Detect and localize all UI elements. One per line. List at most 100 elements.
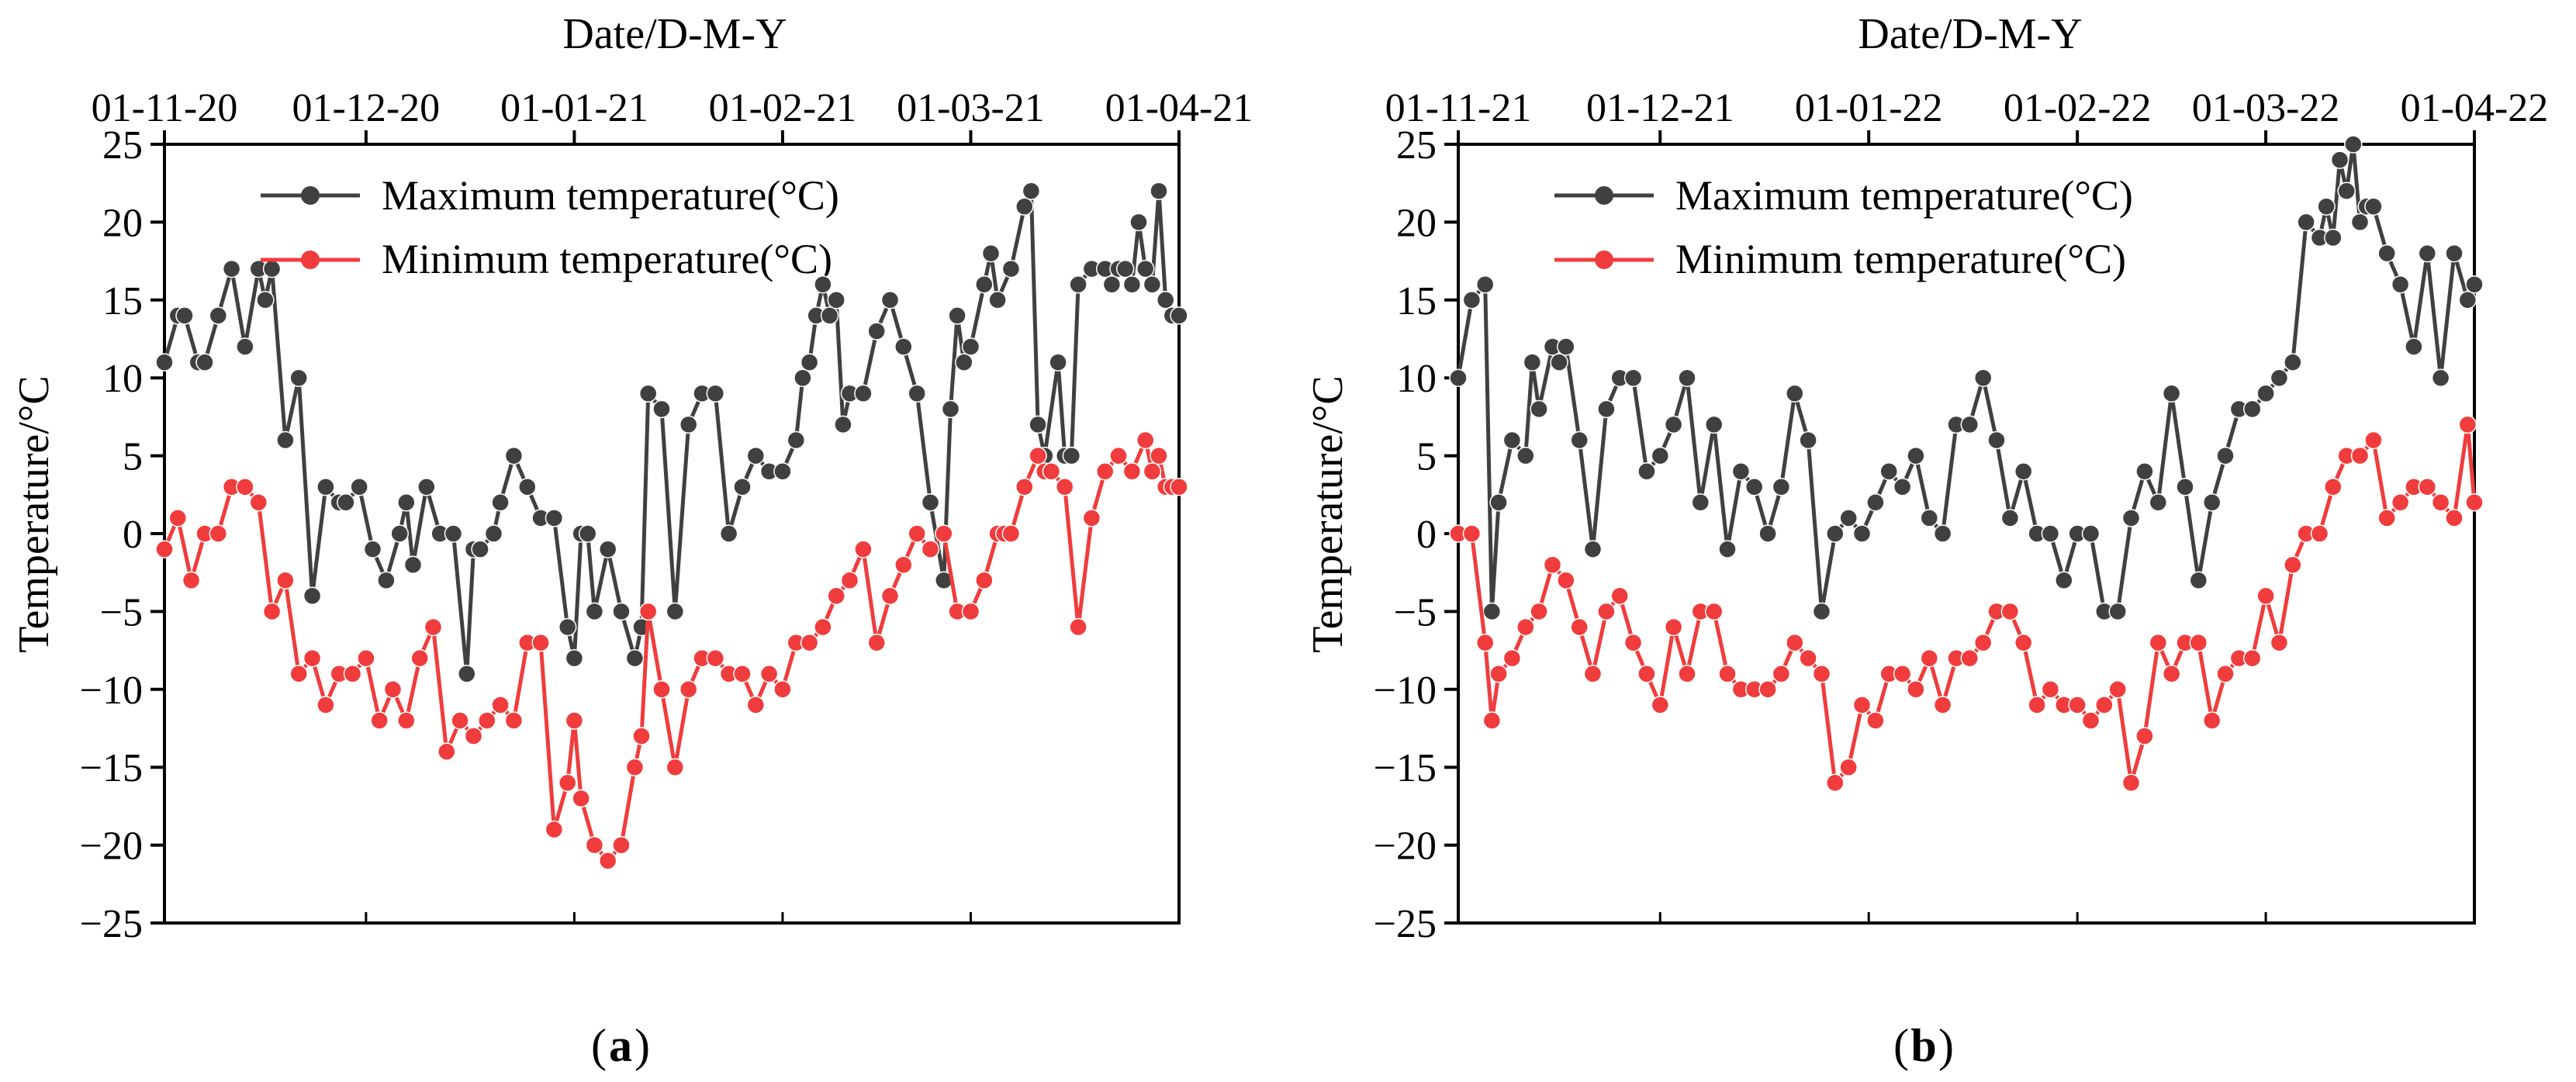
panel-b-min-point [2068,696,2087,714]
panel-b-y-tick-label: 0 [1416,513,1437,557]
panel-b-max-point [2317,197,2336,216]
panel-a-max-point [417,478,436,496]
panel-b-max-point [2189,571,2208,589]
panel-a-max-point [1062,446,1081,465]
panel-b-min-point [2041,680,2060,699]
panel-a-min-point [1015,478,1034,496]
panel-a-max-point [350,478,368,496]
panel-b-max-point [1623,368,1643,387]
panel-b-legend-min-label: Minimum temperature(°C) [1675,236,2126,282]
panel-b-top-xlabel: Date/D-M-Y [1858,10,2082,58]
panel-b-min-point [1516,617,1535,637]
panel-b-min-point [1489,664,1508,683]
panel-b-min-point [1907,680,1925,699]
panel-a-max-point [484,524,503,543]
panel-a-max-point [880,291,900,309]
panel-a-min-point [383,680,403,699]
panel-a-min-point [814,617,832,637]
panel-a-min-point [370,711,389,730]
panel-b-min-point [2108,680,2127,699]
panel-b-x-tick-label: 01-03-22 [2192,86,2340,130]
panel-a-min-point [975,571,994,589]
panel-b-max-point [2330,150,2350,169]
panel-b-max-point [2405,337,2423,356]
panel-a-min-point [262,602,282,621]
panel-a-min-point [464,727,483,745]
panel-a-min-point [182,571,201,589]
panel-a-min-point [1122,461,1142,481]
panel-a-max-point [773,461,792,481]
panel-a-max-point [820,306,839,325]
panel-a-y-tick-label: 25 [102,123,143,168]
panel-a-min-point [854,540,873,558]
panel-b-min-point [1866,711,1885,730]
panel-a-min-point [706,648,725,668]
panel-a-max-point [1069,275,1087,294]
panel-b-max-point [2135,461,2154,481]
panel-b-max-point [2216,446,2235,465]
panel-a-max-point [1170,306,1188,325]
panel-a-max-point [316,478,335,496]
panel-b-min-point [2377,509,2396,527]
panel-a-max-point [504,446,524,465]
panel-a-max-point [444,524,463,543]
panel-b-max-point [1462,291,1482,309]
panel-a-min-point [1082,509,1101,527]
panel-b-max-point [1482,602,1502,621]
panel-b-y-tick-label: −25 [1374,902,1437,946]
panel-a-min-point [155,540,174,558]
panel-a-min-point [357,648,375,668]
panel-a-max-point [565,648,584,668]
panel-a-max-point [625,648,645,668]
panel-a-y-tick-label: 0 [123,513,143,557]
panel-b-min-point [1597,602,1616,621]
panel-b-min-point [1475,633,1495,652]
panel-b-max-point [1839,509,1858,527]
panel-b-max-point [2176,478,2194,496]
panel-a-y-tick-label: −10 [80,669,143,713]
svg-text:(: ( [1893,1020,1909,1071]
panel-b-max-point [1557,337,1575,356]
panel-a-x-tick-label: 01-03-21 [897,86,1045,130]
panel-a-min-point [935,524,953,543]
panel-b-min-point [1920,648,1939,668]
panel-a-max-point [955,353,973,372]
panel-a-max-point [679,415,698,434]
panel-b-max-point [2081,524,2101,543]
panel-b-min-point [2189,633,2208,652]
panel-b-max-point [2391,275,2410,294]
panel-b-max-point [2270,368,2289,387]
panel-b-max-point [1758,524,1777,543]
panel-b-min-point [1482,711,1502,730]
panel-b-min-point [2028,696,2046,714]
panel-a-max-point [585,602,604,621]
panel-a-min-point [236,478,254,496]
panel-a-min-point [343,664,362,683]
panel-a-min-point [961,602,980,621]
panel-a-max-point [827,291,845,309]
panel-a-max-point [706,384,725,403]
panel-b-y-tick-label: 5 [1416,435,1437,479]
panel-b-min-point [1543,555,1562,574]
panel-a-min-point [437,742,456,761]
panel-b-max-point [1583,540,1603,558]
panel-a-min-point [478,711,496,730]
panel-b-legend-max-marker [1595,186,1613,205]
panel-b-min-point [1610,586,1629,606]
panel-a-max-point [390,524,409,543]
panel-b-max-point [1826,524,1845,543]
panel-b-min-point [2431,493,2450,512]
panel-b-min-point [1583,664,1603,683]
panel-a-max-point [1022,181,1041,200]
panel-b-y-tick-label: 25 [1396,123,1437,168]
panel-b-min-point [2081,711,2101,730]
panel-b-min-point [1664,617,1683,637]
panel-a-min-point [1150,446,1168,465]
panel-b-min-point [1678,664,1696,683]
panel-a-max-point [854,384,873,403]
panel-a-min-point [733,664,752,683]
panel-b-min-point [1718,664,1737,683]
panel-a-letter: a [609,1020,632,1071]
panel-b-y-tick-label: −10 [1374,669,1437,713]
panel-b-min-point [2121,773,2141,793]
